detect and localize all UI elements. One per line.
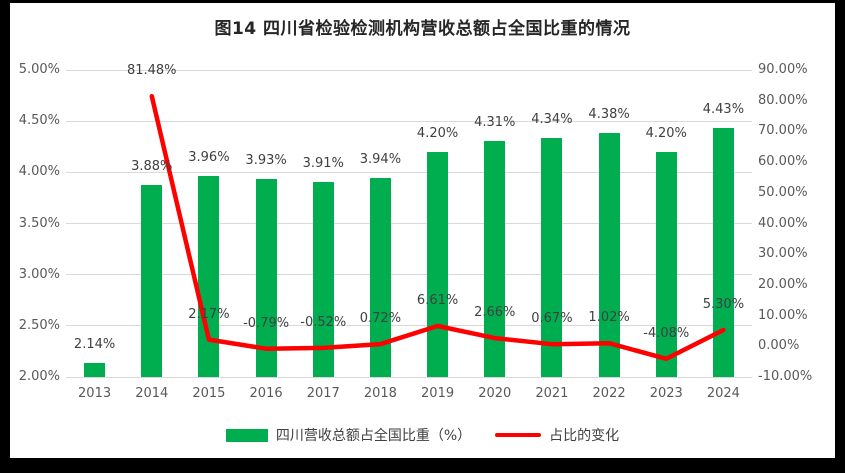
bar-value-label: 4.20% [416, 125, 459, 141]
line-value-label: -0.79% [243, 315, 290, 331]
bar [84, 362, 106, 377]
x-axis-label: 2022 [592, 386, 626, 401]
x-axis-label: 2018 [363, 386, 397, 401]
line-series-swatch [495, 433, 542, 437]
bar-value-label: 3.93% [245, 153, 287, 169]
x-axis-label: 2017 [306, 386, 340, 401]
legend-item-bar: 四川营收总额占全国比重（%） [225, 425, 472, 445]
bar [198, 176, 220, 377]
x-axis-label: 2021 [535, 386, 569, 401]
line-series-label: 占比的变化 [549, 428, 620, 444]
bar-value-label: 4.20% [645, 125, 687, 141]
y-axis-label-right: -10.00% [758, 369, 813, 384]
x-axis-label: 2024 [706, 386, 740, 401]
gridline [66, 376, 752, 378]
bar [598, 133, 620, 377]
y-axis-label-right: 40.00% [758, 215, 808, 231]
gridline [66, 274, 752, 276]
bar [141, 184, 163, 377]
y-axis-label-right: 60.00% [758, 154, 808, 170]
y-axis-label-right: 30.00% [758, 246, 808, 262]
bar [255, 179, 277, 377]
gridline [66, 223, 752, 224]
gridline [66, 69, 752, 71]
line-value-label: 1.02% [588, 310, 630, 326]
bar-value-label: 3.88% [131, 158, 173, 174]
y-axis-label-right: 0.00% [758, 338, 800, 354]
x-axis-label: 2015 [192, 386, 226, 401]
x-axis-label: 2020 [478, 386, 512, 401]
y-axis-label-right: 20.00% [758, 276, 808, 292]
y-axis-label-left: 4.50% [18, 113, 60, 129]
line-value-label: 6.61% [416, 293, 459, 308]
line-value-label: 2.66% [474, 305, 516, 321]
line-value-label: -4.08% [643, 325, 690, 341]
legend-item-line: 占比的变化 [495, 425, 619, 445]
legend: 四川营收总额占全国比重（%） 占比的变化 [0, 425, 845, 445]
bar-value-label: 3.96% [188, 150, 230, 166]
line-value-label: -0.52% [300, 314, 347, 330]
x-axis-label: 2013 [78, 386, 112, 401]
y-axis-label-right: 50.00% [758, 184, 808, 200]
bar [484, 140, 506, 377]
bar-value-label: 4.34% [531, 111, 573, 127]
bar [655, 151, 677, 377]
chart-title: 图14 四川省检验检测机构营收总额占全国比重的情况 [214, 19, 631, 39]
y-axis-label-left: 2.00% [18, 369, 60, 384]
y-axis-label-right: 10.00% [758, 307, 808, 323]
x-axis-label: 2014 [135, 386, 169, 401]
line-value-label: 2.17% [188, 306, 230, 322]
frame-border-left [0, 0, 10, 473]
bar [712, 128, 734, 377]
bar-value-label: 2.14% [73, 336, 116, 352]
y-axis-label-left: 3.00% [18, 266, 60, 282]
line-value-label: 0.67% [531, 311, 573, 327]
bar [541, 137, 563, 377]
bar-value-label: 4.31% [474, 114, 516, 130]
bar-value-label: 4.43% [702, 102, 745, 118]
bar-series-swatch [225, 428, 268, 442]
x-axis-label: 2019 [421, 386, 455, 401]
y-axis-label-left: 5.00% [18, 62, 60, 77]
y-axis-label-right: 70.00% [758, 123, 808, 139]
y-axis-label-right: 80.00% [758, 92, 808, 108]
frame-border-right [835, 0, 845, 473]
frame-border-bottom [0, 458, 845, 473]
y-axis-label-left: 3.50% [18, 215, 60, 231]
line-value-label: 81.48% [126, 63, 177, 79]
y-axis-label-right: 90.00% [758, 62, 808, 77]
x-axis-label: 2023 [649, 386, 683, 401]
line-value-label: 5.30% [702, 297, 745, 313]
bar-series-label: 四川营收总额占全国比重（%） [275, 428, 472, 444]
x-axis-label: 2016 [249, 386, 283, 401]
gridline [66, 120, 752, 122]
bar-value-label: 4.38% [588, 107, 630, 123]
bar [369, 178, 391, 377]
line-value-label: 0.72% [359, 311, 402, 327]
bar [427, 151, 449, 377]
frame-border-top [0, 0, 845, 3]
y-axis-label-left: 2.50% [18, 317, 60, 333]
y-axis-label-left: 4.00% [18, 164, 60, 180]
bar-value-label: 3.91% [302, 155, 344, 171]
bar [312, 181, 334, 377]
bar-value-label: 3.94% [359, 152, 402, 168]
